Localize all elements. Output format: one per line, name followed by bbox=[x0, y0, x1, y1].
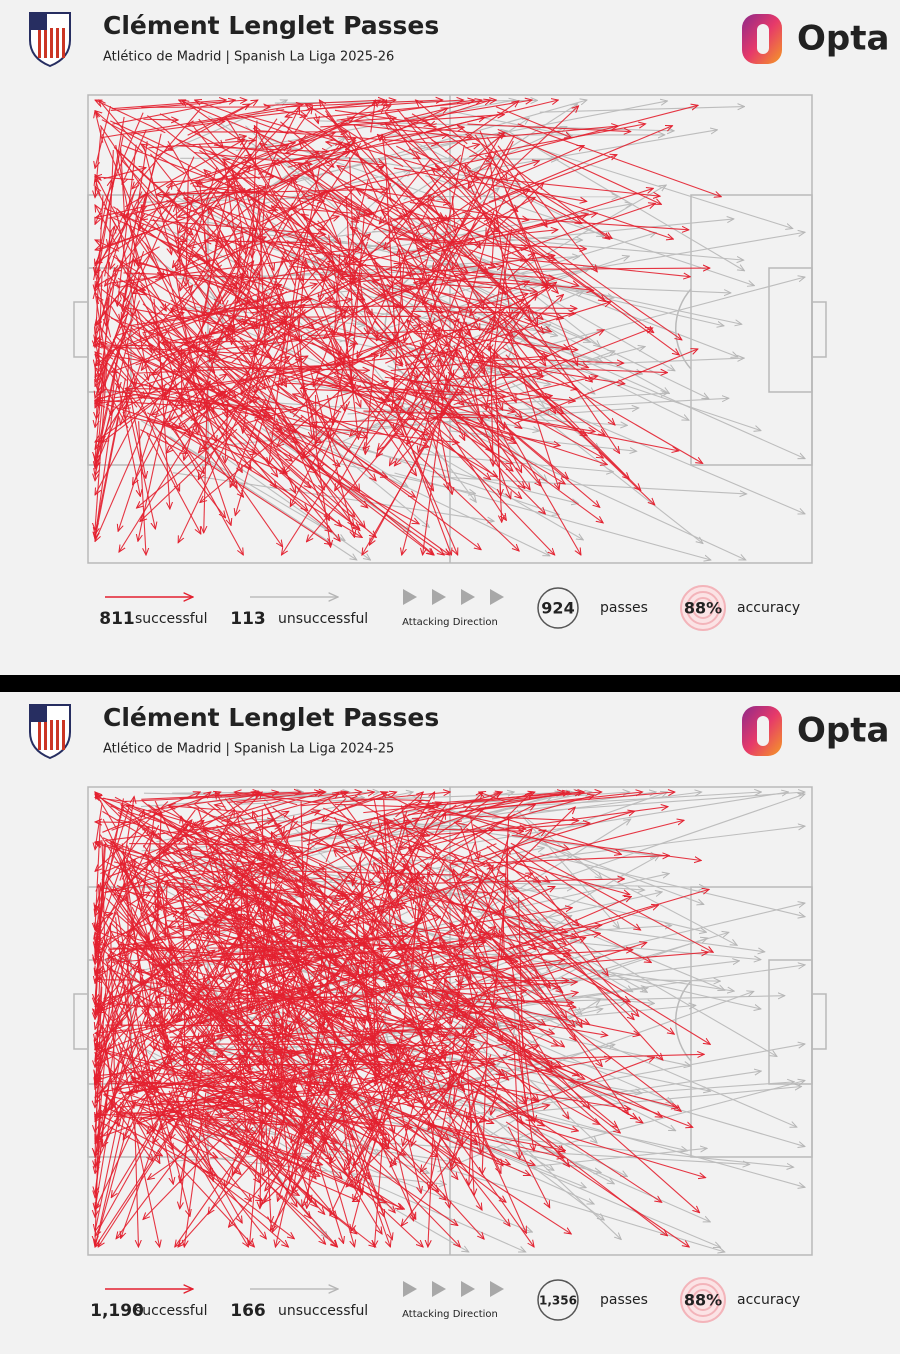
crest-stripe bbox=[38, 28, 41, 58]
crest-stripe bbox=[56, 720, 59, 750]
accuracy-label: accuracy bbox=[737, 1292, 800, 1308]
subtitle: Atlético de Madrid | Spanish La Liga 202… bbox=[103, 50, 394, 65]
club-crest bbox=[30, 705, 70, 758]
title: Clément Lenglet Passes bbox=[103, 11, 439, 40]
brand-name: Opta bbox=[797, 19, 889, 59]
unsuccessful-label: unsuccessful bbox=[278, 611, 368, 627]
club-crest bbox=[30, 13, 70, 66]
crest-stripe bbox=[56, 28, 59, 58]
successful-count: 811 bbox=[99, 609, 135, 629]
unsuccessful-count: 166 bbox=[230, 1301, 266, 1321]
subtitle: Atlético de Madrid | Spanish La Liga 202… bbox=[103, 742, 394, 757]
direction-label: Attacking Direction bbox=[402, 617, 498, 628]
crest-stripe bbox=[44, 720, 47, 750]
accuracy-value: 88% bbox=[684, 599, 722, 618]
divider bbox=[0, 675, 900, 692]
title: Clément Lenglet Passes bbox=[103, 703, 439, 732]
brand-name: Opta bbox=[797, 711, 889, 751]
unsuccessful-label: unsuccessful bbox=[278, 1303, 368, 1319]
crest-stripe bbox=[50, 720, 53, 750]
passes-label: passes bbox=[600, 600, 648, 616]
unsuccessful-count: 113 bbox=[230, 609, 266, 629]
crest-stripe bbox=[38, 720, 41, 750]
successful-label: successful bbox=[135, 611, 207, 627]
passes-label: passes bbox=[600, 1292, 648, 1308]
pass-arrow bbox=[388, 218, 491, 219]
successful-label: successful bbox=[135, 1303, 207, 1319]
passes-count: 924 bbox=[541, 599, 574, 618]
crest-stripe bbox=[62, 28, 65, 58]
crest-stripe bbox=[44, 28, 47, 58]
brand-logo-hole bbox=[757, 716, 769, 746]
accuracy-label: accuracy bbox=[737, 600, 800, 616]
crest-stripe bbox=[50, 28, 53, 58]
direction-label: Attacking Direction bbox=[402, 1309, 498, 1320]
crest-top bbox=[31, 706, 47, 722]
crest-stripe bbox=[62, 720, 65, 750]
pass-arrow bbox=[157, 888, 158, 953]
passes-count: 1,356 bbox=[539, 1294, 577, 1308]
brand-logo-hole bbox=[757, 24, 769, 54]
crest-top bbox=[31, 14, 47, 30]
accuracy-value: 88% bbox=[684, 1291, 722, 1310]
